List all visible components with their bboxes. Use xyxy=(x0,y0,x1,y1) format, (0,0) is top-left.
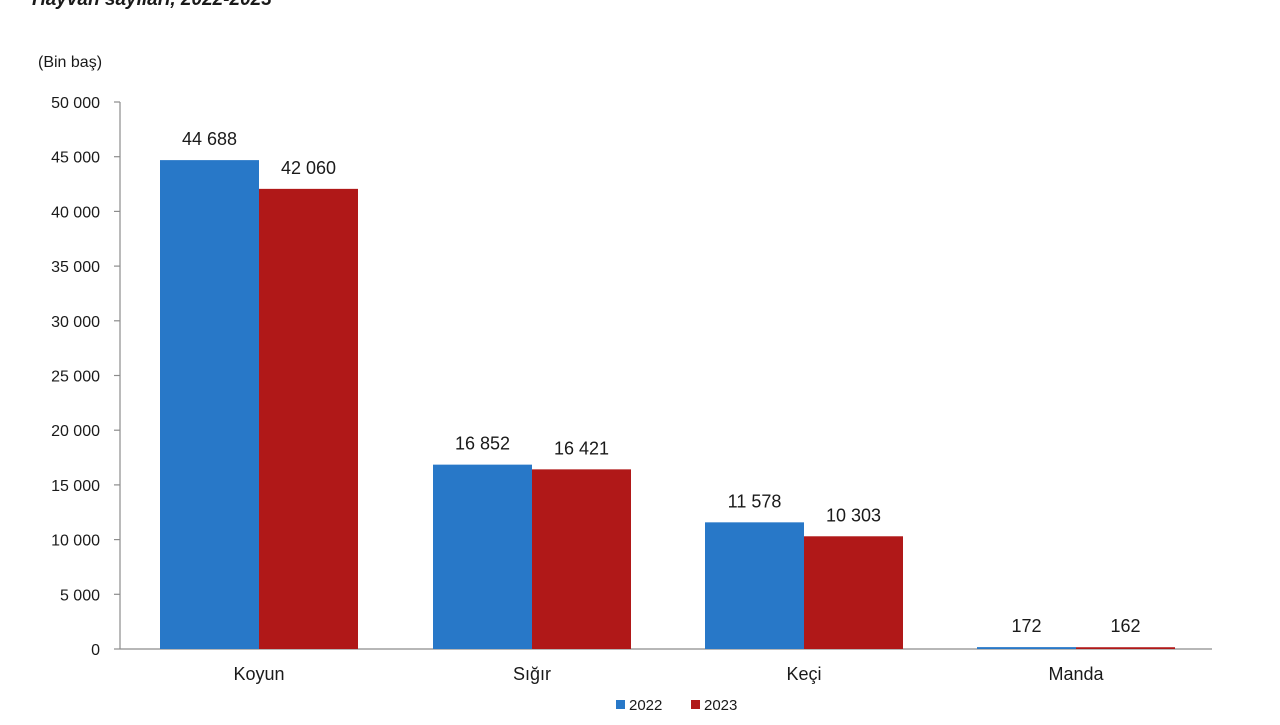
x-category-label: Keçi xyxy=(786,664,821,684)
y-tick-label: 50 000 xyxy=(51,95,100,112)
data-label: 44 688 xyxy=(182,129,237,149)
data-label: 42 060 xyxy=(281,158,336,178)
y-tick-label: 5 000 xyxy=(60,587,100,604)
y-tick-label: 15 000 xyxy=(51,478,100,495)
data-label: 172 xyxy=(1011,616,1041,636)
y-tick-label: 30 000 xyxy=(51,314,100,331)
data-label: 11 578 xyxy=(728,491,782,511)
legend-swatch xyxy=(691,700,700,709)
chart-title: Hayvan sayıları, 2022-2023 xyxy=(32,0,272,10)
legend: 2022 2023 xyxy=(616,697,737,714)
bars xyxy=(160,160,1175,650)
bar-2022-manda xyxy=(977,647,1076,649)
y-axis-unit-label: (Bin baş) xyxy=(38,54,102,71)
y-tick-label: 45 000 xyxy=(51,150,100,167)
y-tick-label: 40 000 xyxy=(51,204,100,221)
x-category-label: Sığır xyxy=(513,664,551,684)
data-label: 16 852 xyxy=(455,434,510,454)
axes: 0 5 000 10 000 15 000 20 000 25 000 30 000 35 0… xyxy=(51,95,1212,684)
bar-2022-keçi xyxy=(705,522,804,649)
bar-2022-sığır xyxy=(433,464,532,649)
y-tick-label: 20 000 xyxy=(51,423,100,440)
x-category-label: Koyun xyxy=(233,664,284,684)
legend-label: 2022 xyxy=(629,697,662,714)
x-category-label: Manda xyxy=(1048,664,1104,684)
data-label: 10 303 xyxy=(826,505,881,525)
legend-swatch xyxy=(616,700,625,709)
y-tick-label: 0 xyxy=(91,642,100,659)
y-tick-label: 25 000 xyxy=(51,369,100,386)
y-tick-label: 10 000 xyxy=(51,533,100,550)
legend-label: 2023 xyxy=(704,697,737,714)
bar-2023-koyun xyxy=(259,188,358,650)
data-label: 162 xyxy=(1110,616,1140,636)
bar-2023-keçi xyxy=(804,536,903,649)
y-tick-label: 35 000 xyxy=(51,259,100,276)
bar-2022-koyun xyxy=(160,160,259,649)
bar-2023-manda xyxy=(1076,647,1175,649)
data-label: 16 421 xyxy=(554,438,609,458)
bar-2023-sığır xyxy=(532,469,631,649)
data-labels: 44 688 16 852 11 578 172 42 060 16 421 10 303 1… xyxy=(182,129,1141,636)
